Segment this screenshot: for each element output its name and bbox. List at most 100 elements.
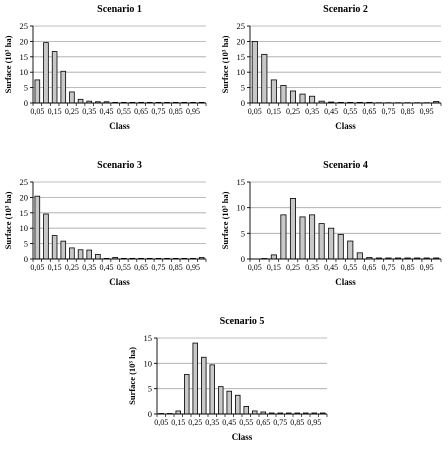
bar-0,15 bbox=[176, 411, 181, 414]
x-tick-label: 0,85 bbox=[290, 418, 304, 427]
x-tick-label: 0,95 bbox=[186, 107, 200, 116]
bar-0,20 bbox=[61, 241, 66, 259]
x-tick-label: 0,55 bbox=[117, 263, 131, 272]
bar-0,35 bbox=[309, 215, 314, 259]
bar-0,25 bbox=[290, 198, 295, 259]
bar-0,60 bbox=[357, 253, 362, 259]
y-tick-label: 5 bbox=[241, 83, 245, 93]
bar-0,05 bbox=[252, 41, 257, 103]
bar-0,15 bbox=[271, 255, 276, 259]
bar-0,50 bbox=[338, 234, 343, 259]
y-axis-label: Surface (10³ ha) bbox=[127, 347, 137, 405]
x-tick-label: 0,75 bbox=[151, 107, 165, 116]
x-tick-label: 0,95 bbox=[186, 263, 200, 272]
y-tick-label: 10 bbox=[237, 67, 246, 77]
y-tick-label: 0 bbox=[241, 98, 245, 108]
y-tick-label: 5 bbox=[241, 228, 245, 238]
y-tick-label: 0 bbox=[24, 98, 28, 108]
x-tick-label: 0,05 bbox=[154, 418, 168, 427]
y-tick-label: 15 bbox=[144, 333, 153, 343]
x-tick-label: 0,35 bbox=[205, 418, 219, 427]
x-tick-label: 0,75 bbox=[381, 263, 395, 272]
bar-0,10 bbox=[262, 54, 267, 103]
x-tick-label: 0,05 bbox=[248, 107, 262, 116]
x-axis-label: Class bbox=[335, 121, 356, 131]
y-tick-label: 5 bbox=[148, 384, 152, 394]
y-tick-label: 20 bbox=[237, 36, 246, 46]
bar-0,20 bbox=[281, 215, 286, 259]
y-tick-label: 15 bbox=[20, 52, 29, 62]
x-tick-label: 0,65 bbox=[362, 263, 376, 272]
bar-0,05 bbox=[35, 80, 40, 103]
y-axis-label: Surface (10³ ha) bbox=[220, 191, 230, 249]
bar-0,35 bbox=[309, 96, 314, 103]
y-tick-label: 25 bbox=[237, 21, 246, 31]
chart-title: Scenario 4 bbox=[323, 160, 368, 171]
x-tick-label: 0,85 bbox=[169, 263, 183, 272]
y-axis-label: Surface (10³ ha) bbox=[3, 35, 13, 93]
bar-0,15 bbox=[271, 80, 276, 103]
bar-0,55 bbox=[244, 406, 249, 414]
y-tick-label: 25 bbox=[20, 21, 29, 31]
bar-0,35 bbox=[87, 250, 92, 259]
bar-0,20 bbox=[281, 85, 286, 103]
x-tick-label: 0,65 bbox=[134, 107, 148, 116]
bar-0,30 bbox=[201, 357, 206, 414]
x-tick-label: 0,15 bbox=[267, 107, 281, 116]
bar-0,05 bbox=[35, 196, 40, 259]
y-tick-label: 20 bbox=[20, 192, 29, 202]
x-tick-label: 0,45 bbox=[222, 418, 236, 427]
chart-title: Scenario 3 bbox=[97, 160, 142, 171]
bar-0,60 bbox=[252, 411, 257, 414]
y-tick-label: 15 bbox=[237, 52, 246, 62]
x-tick-label: 0,15 bbox=[48, 263, 62, 272]
x-tick-label: 0,35 bbox=[82, 107, 96, 116]
x-tick-label: 0,95 bbox=[307, 418, 321, 427]
bar-0,40 bbox=[95, 254, 100, 259]
chart-title: Scenario 2 bbox=[323, 4, 368, 15]
x-tick-label: 0,15 bbox=[171, 418, 185, 427]
x-tick-label: 0,05 bbox=[30, 107, 44, 116]
bar-0,25 bbox=[70, 92, 75, 103]
x-tick-label: 0,55 bbox=[117, 107, 131, 116]
x-tick-label: 0,25 bbox=[286, 263, 300, 272]
x-tick-label: 0,65 bbox=[256, 418, 270, 427]
y-tick-label: 0 bbox=[24, 254, 28, 264]
x-axis-label: Class bbox=[232, 432, 253, 442]
x-tick-label: 0,15 bbox=[48, 107, 62, 116]
bar-0,30 bbox=[300, 94, 305, 103]
x-tick-label: 0,15 bbox=[267, 263, 281, 272]
y-tick-label: 15 bbox=[237, 177, 246, 187]
x-tick-label: 0,45 bbox=[100, 107, 114, 116]
x-tick-label: 0,55 bbox=[239, 418, 253, 427]
x-tick-label: 0,55 bbox=[343, 263, 357, 272]
bar-0,10 bbox=[44, 214, 49, 259]
x-tick-label: 0,35 bbox=[82, 263, 96, 272]
bar-0,15 bbox=[52, 52, 57, 103]
bar-0,30 bbox=[78, 99, 83, 103]
x-axis-label: Class bbox=[335, 277, 356, 287]
bar-0,30 bbox=[78, 250, 83, 259]
y-tick-label: 15 bbox=[20, 208, 29, 218]
x-tick-label: 0,95 bbox=[420, 107, 434, 116]
y-tick-label: 20 bbox=[20, 36, 29, 46]
x-tick-label: 0,85 bbox=[169, 107, 183, 116]
y-tick-label: 0 bbox=[241, 254, 245, 264]
x-axis-label: Class bbox=[109, 121, 130, 131]
bar-0,50 bbox=[235, 395, 240, 414]
x-tick-label: 0,65 bbox=[134, 263, 148, 272]
chart-title: Scenario 1 bbox=[97, 4, 142, 15]
x-tick-label: 0,35 bbox=[305, 263, 319, 272]
y-tick-label: 10 bbox=[20, 67, 29, 77]
x-tick-label: 0,35 bbox=[305, 107, 319, 116]
y-tick-label: 25 bbox=[20, 177, 29, 187]
x-axis-label: Class bbox=[109, 277, 130, 287]
x-tick-label: 0,25 bbox=[65, 107, 79, 116]
bar-0,45 bbox=[329, 228, 334, 259]
x-tick-label: 0,25 bbox=[188, 418, 202, 427]
bar-0,15 bbox=[52, 236, 57, 259]
